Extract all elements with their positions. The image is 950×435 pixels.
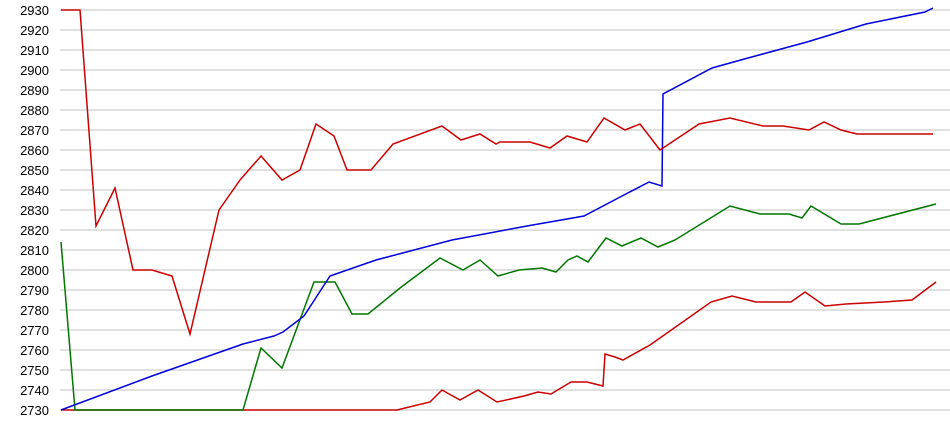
svg-text:2920: 2920 <box>20 23 49 38</box>
svg-text:2880: 2880 <box>20 103 49 118</box>
svg-text:2910: 2910 <box>20 43 49 58</box>
svg-text:2770: 2770 <box>20 323 49 338</box>
svg-text:2750: 2750 <box>20 363 49 378</box>
svg-text:2840: 2840 <box>20 183 49 198</box>
svg-text:2760: 2760 <box>20 343 49 358</box>
svg-text:2930: 2930 <box>20 3 49 18</box>
svg-text:2890: 2890 <box>20 83 49 98</box>
svg-text:2800: 2800 <box>20 263 49 278</box>
svg-text:2900: 2900 <box>20 63 49 78</box>
svg-text:2870: 2870 <box>20 123 49 138</box>
svg-text:2860: 2860 <box>20 143 49 158</box>
svg-text:2740: 2740 <box>20 383 49 398</box>
svg-text:2820: 2820 <box>20 223 49 238</box>
svg-text:2850: 2850 <box>20 163 49 178</box>
svg-text:2810: 2810 <box>20 243 49 258</box>
svg-text:2780: 2780 <box>20 303 49 318</box>
svg-text:2790: 2790 <box>20 283 49 298</box>
svg-text:2730: 2730 <box>20 403 49 418</box>
svg-text:2830: 2830 <box>20 203 49 218</box>
